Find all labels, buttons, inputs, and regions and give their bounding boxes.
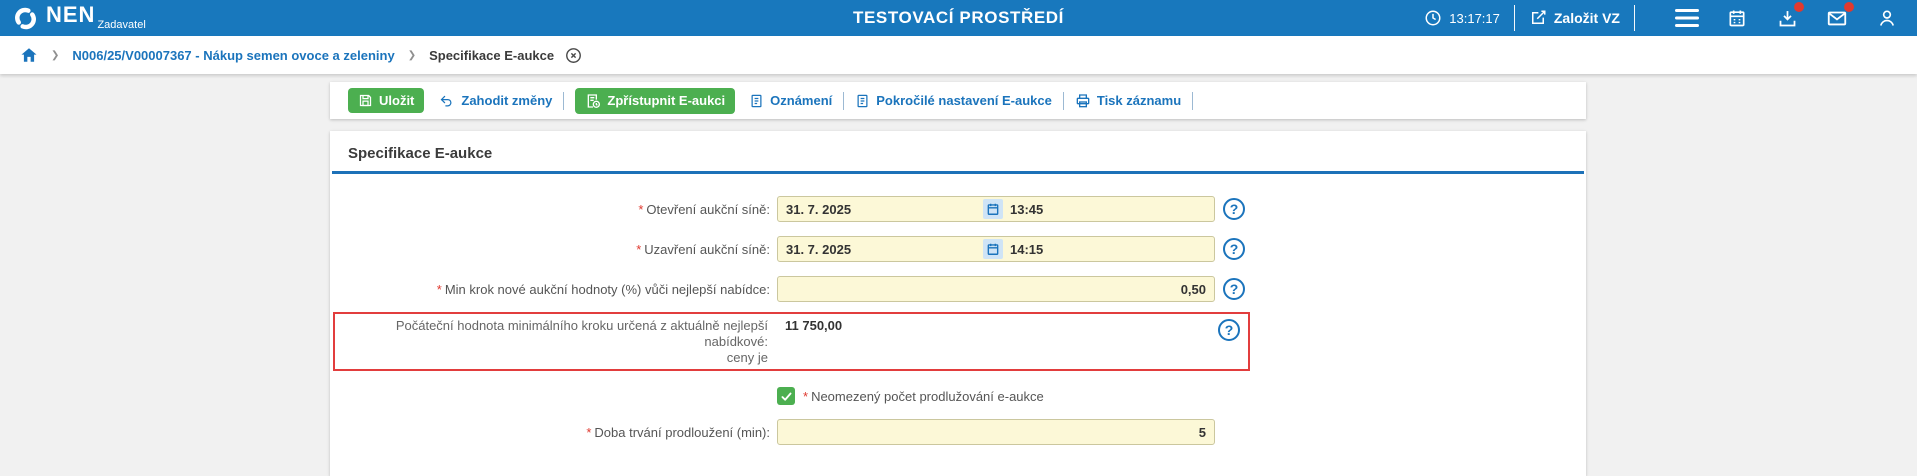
advanced-settings-link[interactable]: Pokročilé nastavení E-aukce bbox=[855, 93, 1052, 109]
document-icon bbox=[855, 93, 870, 109]
home-button[interactable] bbox=[20, 46, 38, 64]
downloads-button[interactable] bbox=[1775, 2, 1804, 30]
publish-eauction-button[interactable]: Zpřístupnit E-aukci bbox=[575, 87, 736, 114]
eauction-form-card: Specifikace E-aukce * Otevření aukční sín… bbox=[330, 131, 1586, 476]
form-row-unlimited-extensions: * Neomezený počet prodlužování e-aukce bbox=[777, 387, 1586, 405]
section-underline bbox=[332, 171, 1584, 174]
help-question-icon[interactable]: ? bbox=[1218, 319, 1240, 341]
undo-icon bbox=[438, 93, 455, 108]
document-clock-icon bbox=[585, 93, 601, 109]
required-asterisk: * bbox=[803, 388, 809, 404]
home-icon bbox=[20, 46, 38, 64]
breadcrumb-current: Specifikace E-aukce bbox=[429, 47, 555, 63]
date-value: 31. 7. 2025 bbox=[786, 241, 852, 257]
extension-duration-input[interactable]: 5 bbox=[777, 419, 1215, 445]
toolbar-divider bbox=[563, 91, 565, 110]
calendar-picker-button[interactable] bbox=[983, 239, 1003, 259]
page-title: Specifikace E-aukce bbox=[348, 145, 493, 162]
toolbar-divider bbox=[1192, 91, 1194, 110]
help-question-icon[interactable]: ? bbox=[1223, 238, 1245, 260]
unlimited-extensions-label: * Neomezený počet prodlužování e-aukce bbox=[803, 388, 1044, 404]
auction-close-datetime-input[interactable]: 31. 7. 2025 14:15 bbox=[777, 236, 1215, 262]
initial-step-label: Počáteční hodnota minimálního kroku urče… bbox=[395, 318, 768, 365]
notification-dot bbox=[1844, 2, 1854, 12]
discard-changes-link[interactable]: Zahodit změny bbox=[438, 93, 552, 108]
calendar-button[interactable] bbox=[1725, 6, 1749, 30]
breadcrumb: ❯ N006/25/V00007367 - Nákup semen ovoce … bbox=[0, 36, 1917, 74]
person-icon bbox=[1877, 8, 1897, 28]
header-divider bbox=[1634, 5, 1635, 31]
time-value: 14:15 bbox=[1010, 241, 1044, 257]
time-value: 13:45 bbox=[1010, 201, 1044, 217]
edit-icon bbox=[1529, 9, 1547, 27]
print-record-link[interactable]: Tisk záznamu bbox=[1075, 93, 1181, 109]
form-row-extension-duration: * Doba trvání prodloužení (min): 5 bbox=[330, 419, 1586, 445]
eauction-form: * Otevření aukční síně: 31. 7. 2025 13:45… bbox=[330, 174, 1586, 445]
breadcrumb-contract-link[interactable]: N006/25/V00007367 - Nákup semen ovoce a … bbox=[72, 47, 395, 63]
extension-duration-label: * Doba trvání prodloužení (min): bbox=[586, 424, 770, 440]
profile-button[interactable] bbox=[1875, 6, 1899, 30]
toolbar: Uložit Zahodit změny Zpřístupnit E-aukci bbox=[330, 82, 1586, 119]
save-button[interactable]: Uložit bbox=[348, 88, 425, 113]
calendar-icon bbox=[1727, 8, 1747, 28]
chevron-right-icon: ❯ bbox=[51, 49, 60, 61]
toolbar-divider bbox=[843, 91, 845, 110]
create-vz-button[interactable]: Založit VZ bbox=[1529, 9, 1620, 27]
envelope-icon bbox=[1826, 7, 1848, 29]
auction-close-label: * Uzavření aukční síně: bbox=[636, 241, 770, 257]
floppy-icon bbox=[358, 93, 373, 108]
required-asterisk: * bbox=[638, 201, 644, 217]
checkmark-icon bbox=[780, 390, 793, 403]
header-bar: NEN Zadavatel TESTOVACÍ PROSTŘEDÍ 13:17:… bbox=[0, 0, 1917, 36]
clock-icon bbox=[1424, 9, 1442, 27]
required-asterisk: * bbox=[436, 281, 442, 297]
form-row-min-step: * Min krok nové aukční hodnoty (%) vůči n… bbox=[330, 276, 1586, 302]
initial-step-value: 11 750,00 bbox=[785, 318, 843, 333]
min-step-label: * Min krok nové aukční hodnoty (%) vůči n… bbox=[436, 281, 770, 297]
auction-open-datetime-input[interactable]: 31. 7. 2025 13:45 bbox=[777, 196, 1215, 222]
brand-block[interactable]: NEN Zadavatel bbox=[0, 4, 146, 32]
printer-icon bbox=[1075, 93, 1091, 109]
menu-button[interactable] bbox=[1675, 6, 1699, 30]
nen-swirl-logo-icon bbox=[12, 5, 39, 32]
close-tab-button[interactable] bbox=[565, 47, 582, 64]
brand-name: NEN bbox=[46, 2, 96, 27]
required-asterisk: * bbox=[636, 241, 642, 257]
calendar-picker-button[interactable] bbox=[983, 199, 1003, 219]
date-value: 31. 7. 2025 bbox=[786, 201, 852, 217]
unlimited-extensions-checkbox[interactable] bbox=[777, 387, 795, 405]
auction-open-label: * Otevření aukční síně: bbox=[638, 201, 770, 217]
notification-dot bbox=[1794, 2, 1804, 12]
header-divider bbox=[1513, 5, 1515, 31]
form-row-auction-close: * Uzavření aukční síně: 31. 7. 2025 14:15… bbox=[330, 236, 1586, 262]
clock-time: 13:17:17 bbox=[1449, 10, 1500, 26]
messages-button[interactable] bbox=[1825, 2, 1854, 30]
toolbar-divider bbox=[1062, 91, 1064, 110]
help-question-icon[interactable]: ? bbox=[1223, 278, 1245, 300]
notice-link[interactable]: Oznámení bbox=[749, 93, 832, 109]
document-icon bbox=[749, 93, 764, 109]
hamburger-icon bbox=[1675, 9, 1699, 27]
help-question-icon[interactable]: ? bbox=[1223, 198, 1245, 220]
required-asterisk: * bbox=[586, 424, 592, 440]
close-circle-icon bbox=[565, 47, 582, 64]
brand-subtitle: Zadavatel bbox=[97, 19, 146, 31]
form-row-auction-open: * Otevření aukční síně: 31. 7. 2025 13:45… bbox=[330, 196, 1586, 222]
initial-step-alert-box: Počáteční hodnota minimálního kroku urče… bbox=[333, 312, 1250, 371]
chevron-right-icon: ❯ bbox=[407, 49, 417, 61]
content-area: Uložit Zahodit změny Zpřístupnit E-aukci bbox=[0, 74, 1917, 476]
environment-title: TESTOVACÍ PROSTŘEDÍ bbox=[852, 8, 1065, 27]
min-step-input[interactable]: 0,50 bbox=[777, 276, 1215, 302]
download-tray-icon bbox=[1777, 8, 1798, 29]
